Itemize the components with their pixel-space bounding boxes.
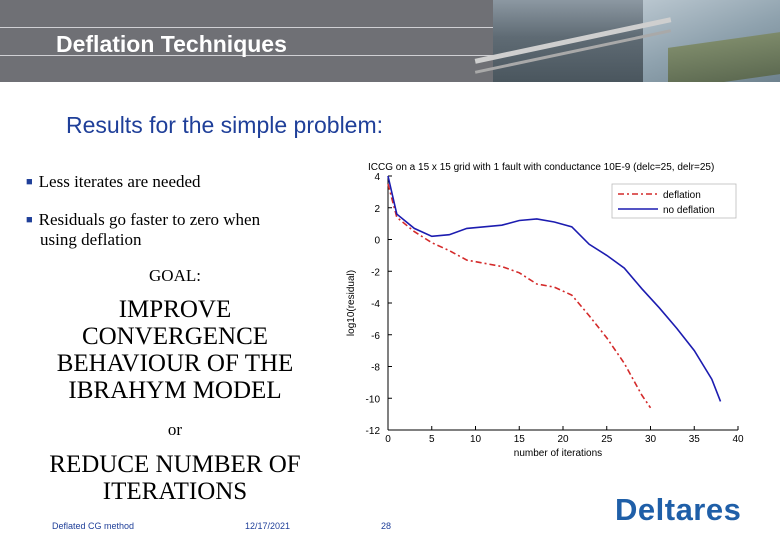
y-tick-label: 2: [374, 204, 380, 215]
bullet-text: Less iterates are needed: [38, 172, 201, 191]
y-tick-label: -6: [371, 331, 380, 342]
header-rule: [0, 55, 780, 56]
goal-line: ITERATIONS: [102, 478, 248, 505]
x-tick-label: 0: [385, 434, 391, 445]
goal-line: IBRAHYM MODEL: [68, 377, 282, 404]
header-rule: [0, 27, 780, 28]
y-tick-label: 4: [374, 172, 380, 183]
x-tick-label: 10: [470, 434, 482, 445]
y-tick-label: -8: [371, 363, 380, 374]
bullet-square-icon: ■: [26, 176, 33, 188]
goal-line: IMPROVE: [118, 296, 232, 323]
footer-presentation-title: Deflated CG method: [52, 521, 135, 531]
y-tick-label: -12: [366, 426, 381, 437]
footer-page-number: 28: [381, 521, 392, 531]
header-banner: Deflation Techniques: [0, 0, 780, 82]
y-tick-label: -4: [371, 299, 380, 310]
x-tick-label: 35: [689, 434, 701, 445]
series-line-no-deflation: [387, 175, 722, 402]
slide-title: Deflation Techniques: [56, 31, 287, 57]
x-tick-label: 30: [645, 434, 657, 445]
chart-series: [387, 175, 722, 409]
goal-label: GOAL:: [149, 266, 201, 285]
x-tick-label: 40: [732, 434, 744, 445]
bullet-item: ■ Residuals go faster to zero when using …: [26, 210, 326, 250]
y-tick-label: -2: [371, 267, 380, 278]
legend-box: [611, 183, 737, 219]
header-photo: [474, 0, 780, 82]
x-tick-label: 15: [514, 434, 526, 445]
goal-line: REDUCE NUMBER OF: [49, 451, 301, 478]
goal-line: BEHAVIOUR OF THE: [56, 350, 294, 377]
legend-entry: no deflation: [663, 205, 715, 216]
goal-or: or: [167, 420, 183, 439]
x-tick-label: 5: [429, 434, 435, 445]
bullet-text-continuation: using deflation: [40, 230, 142, 249]
legend-entry: deflation: [663, 190, 701, 201]
x-axis-label: number of iterations: [514, 448, 602, 459]
x-tick-label: 20: [557, 434, 569, 445]
bullet-item: ■ Less iterates are needed: [26, 172, 201, 192]
goal-statement: IMPROVE CONVERGENCE BEHAVIOUR OF THE IBR…: [0, 296, 350, 404]
footer-date: 12/17/2021: [245, 521, 291, 531]
bullet-square-icon: ■: [26, 214, 33, 226]
bullet-text: Residuals go faster to zero when: [38, 210, 261, 229]
chart-title: ICCG on a 15 x 15 grid with 1 fault with…: [368, 162, 714, 173]
header-photo-bridge: [474, 17, 672, 64]
chart-legend: deflation no deflation: [611, 183, 737, 219]
series-line-deflation: [387, 183, 652, 409]
y-tick-label: 0: [374, 236, 380, 247]
y-tick-label: -10: [366, 394, 381, 405]
residual-chart: ICCG on a 15 x 15 grid with 1 fault with…: [346, 162, 744, 459]
goal-alternative: REDUCE NUMBER OF ITERATIONS: [0, 451, 350, 505]
x-tick-label: 25: [601, 434, 613, 445]
slide-subtitle: Results for the simple problem:: [66, 112, 384, 138]
y-axis-label: log10(residual): [346, 270, 357, 336]
goal-line: CONVERGENCE: [81, 323, 269, 350]
deltares-logo: Deltares: [615, 492, 742, 527]
